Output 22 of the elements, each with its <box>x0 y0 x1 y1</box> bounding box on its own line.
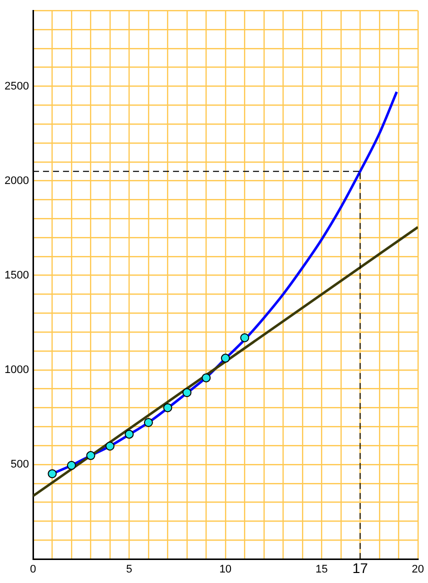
y-tick-label: 1000 <box>4 364 29 376</box>
point <box>66 460 76 470</box>
point <box>220 354 230 363</box>
point <box>86 451 96 460</box>
point <box>182 388 192 398</box>
x-tick-label: 0 <box>30 564 36 576</box>
x-tick-label: 5 <box>126 564 132 576</box>
y-tick-label: 1500 <box>4 269 29 282</box>
y-tick-label: 2500 <box>4 80 29 92</box>
point <box>124 430 134 439</box>
point <box>163 403 172 412</box>
point <box>202 373 211 382</box>
ref-line-label: 17 <box>352 560 368 576</box>
point <box>144 418 153 427</box>
x-tick-label: 10 <box>219 564 232 576</box>
point <box>48 469 57 478</box>
y-tick-label: 2000 <box>4 174 29 187</box>
point <box>240 333 250 342</box>
x-tick-label: 20 <box>412 564 424 576</box>
x-tick-label: 15 <box>316 564 328 576</box>
y-tick-label: 500 <box>10 458 29 470</box>
point <box>105 442 114 451</box>
